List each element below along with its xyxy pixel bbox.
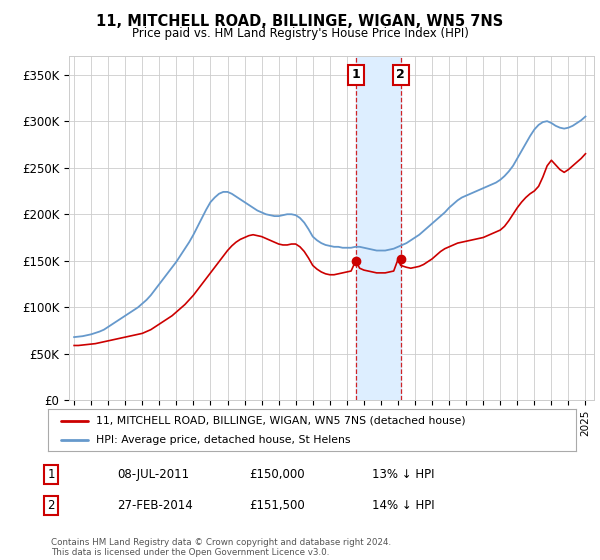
Text: Price paid vs. HM Land Registry's House Price Index (HPI): Price paid vs. HM Land Registry's House … xyxy=(131,27,469,40)
Text: Contains HM Land Registry data © Crown copyright and database right 2024.
This d: Contains HM Land Registry data © Crown c… xyxy=(51,538,391,557)
Text: HPI: Average price, detached house, St Helens: HPI: Average price, detached house, St H… xyxy=(95,435,350,445)
Text: 13% ↓ HPI: 13% ↓ HPI xyxy=(372,468,434,482)
Bar xyxy=(356,56,401,400)
Text: 1: 1 xyxy=(352,68,360,81)
Text: 08-JUL-2011: 08-JUL-2011 xyxy=(117,468,189,482)
Text: 1: 1 xyxy=(47,468,55,482)
Text: 2: 2 xyxy=(47,498,55,512)
Text: 11, MITCHELL ROAD, BILLINGE, WIGAN, WN5 7NS (detached house): 11, MITCHELL ROAD, BILLINGE, WIGAN, WN5 … xyxy=(95,416,465,426)
Text: 11, MITCHELL ROAD, BILLINGE, WIGAN, WN5 7NS: 11, MITCHELL ROAD, BILLINGE, WIGAN, WN5 … xyxy=(97,14,503,29)
Text: 27-FEB-2014: 27-FEB-2014 xyxy=(117,498,193,512)
Text: £150,000: £150,000 xyxy=(249,468,305,482)
Text: £151,500: £151,500 xyxy=(249,498,305,512)
Text: 2: 2 xyxy=(397,68,405,81)
Text: 14% ↓ HPI: 14% ↓ HPI xyxy=(372,498,434,512)
